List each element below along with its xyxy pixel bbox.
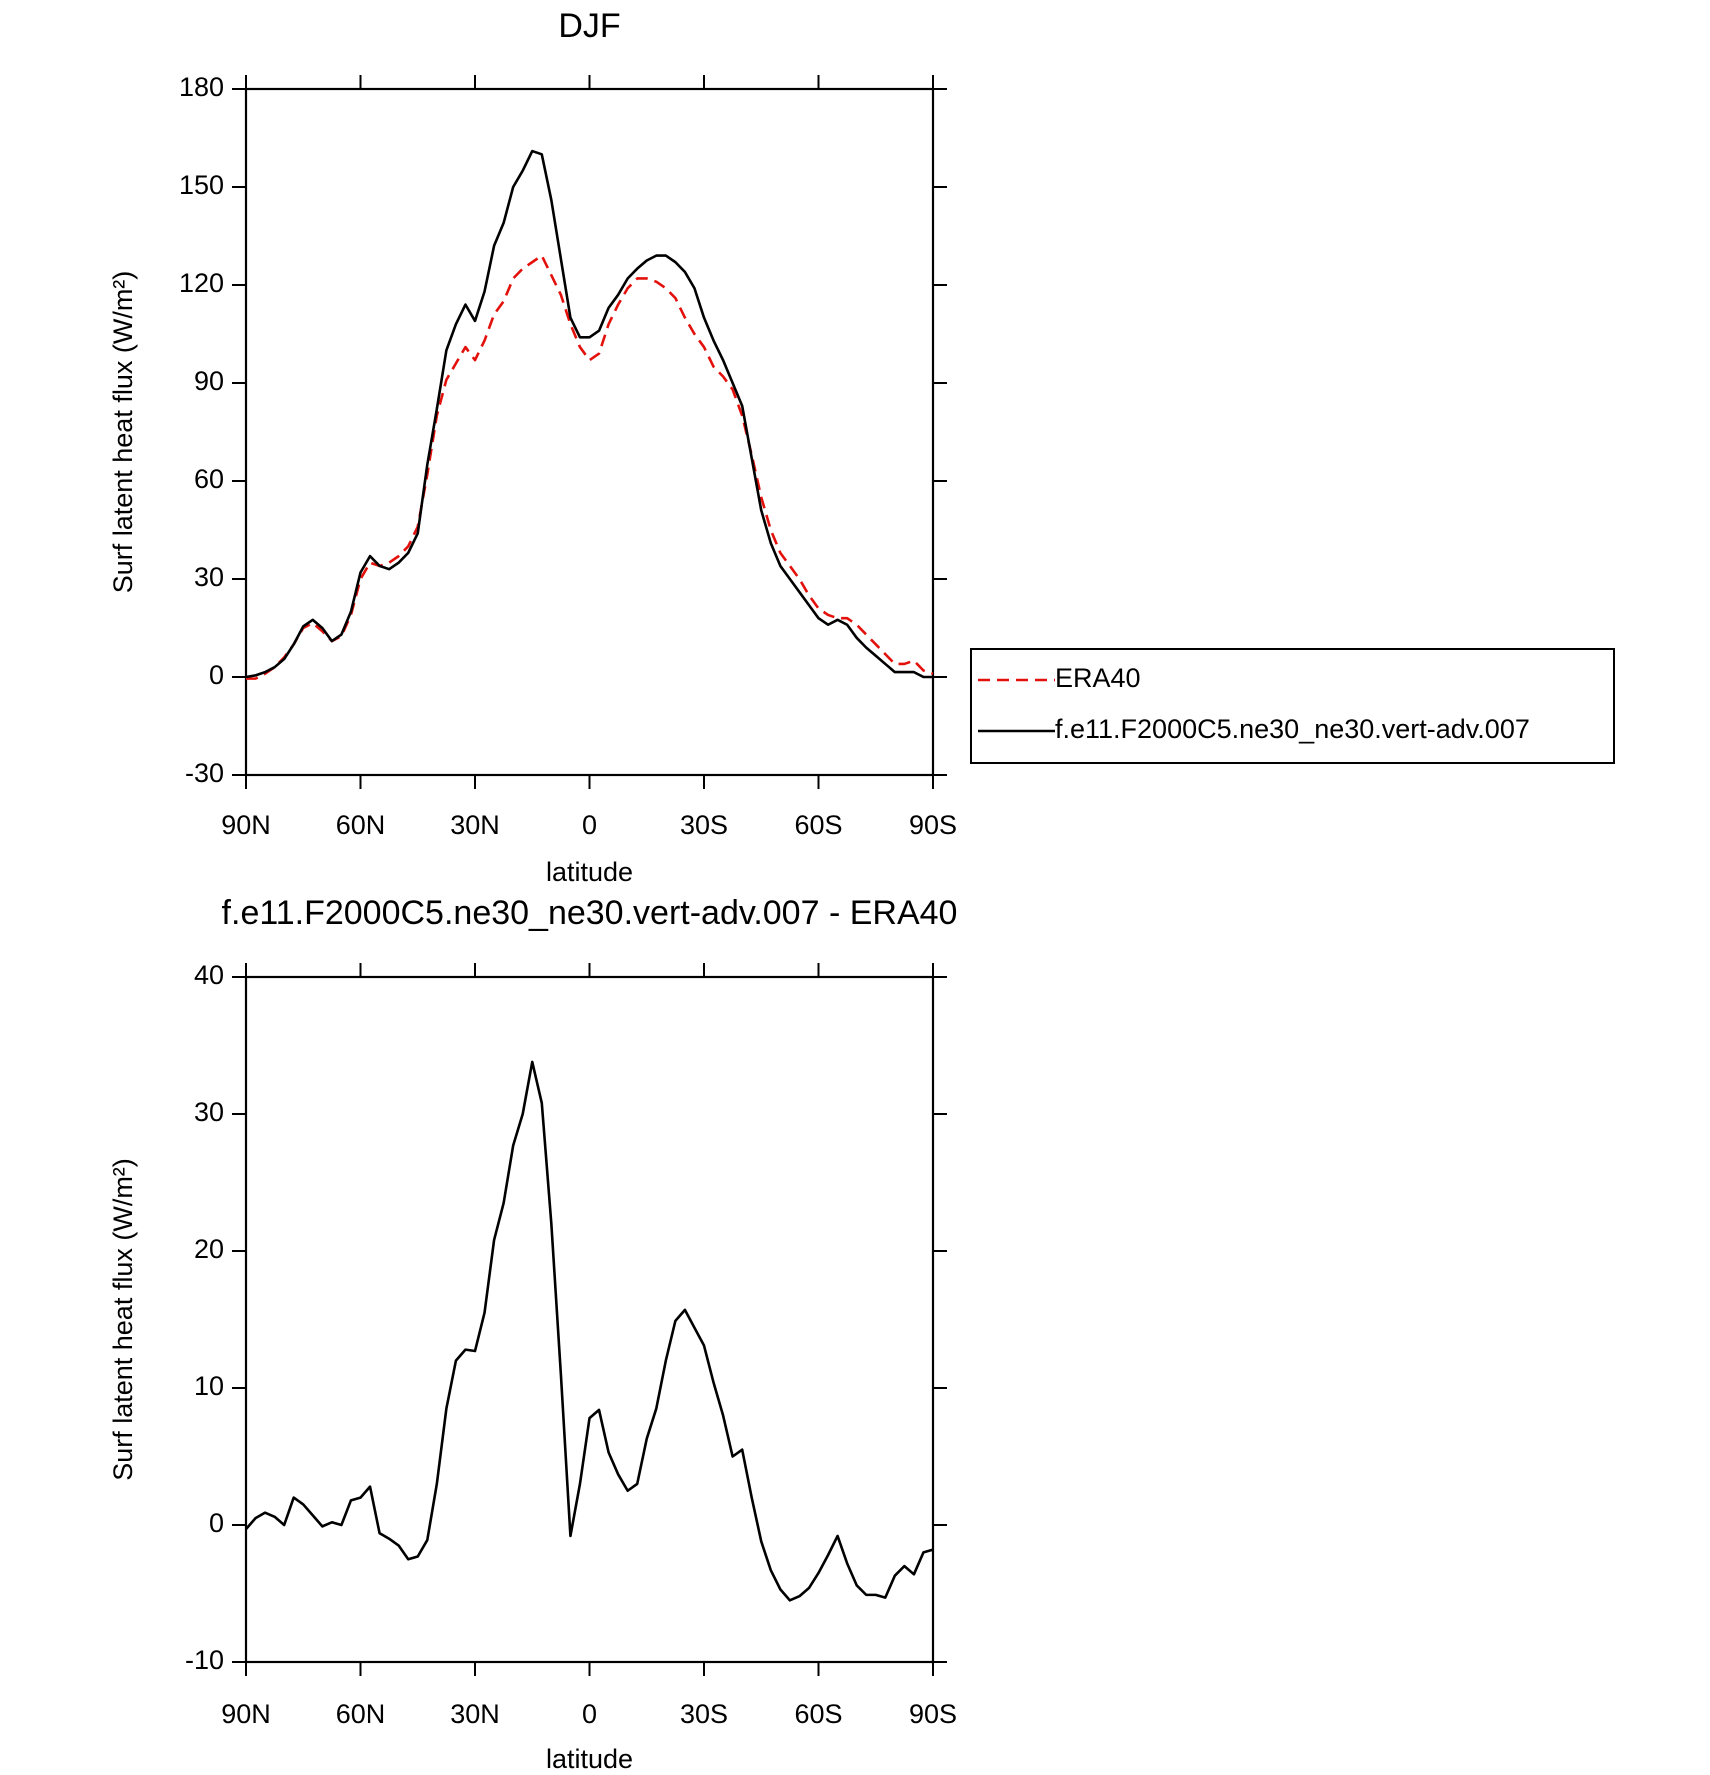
x-tick-label: 30S [680, 810, 728, 840]
x-tick-label: 60S [794, 810, 842, 840]
x-tick-label: 0 [582, 1699, 597, 1729]
y-tick-label: 10 [194, 1371, 224, 1401]
x-axis-label: latitude [546, 857, 633, 887]
x-tick-label: 30S [680, 1699, 728, 1729]
plot-frame [244, 975, 935, 1664]
x-tick-label: 60N [336, 810, 386, 840]
y-tick-label: -10 [185, 1645, 224, 1675]
y-tick-label: 60 [194, 464, 224, 494]
x-tick-label: 60N [336, 1699, 386, 1729]
legend-box [970, 648, 1615, 764]
y-tick-label: 180 [179, 72, 224, 102]
x-tick-label: 60S [794, 1699, 842, 1729]
x-tick-label: 90S [909, 1699, 957, 1729]
y-axis-label: Surf latent heat flux (W/m²) [108, 1158, 138, 1481]
data-line [245, 1060, 934, 1602]
chart-title: f.e11.F2000C5.ne30_ne30.vert-adv.007 - E… [222, 894, 958, 932]
y-tick-label: 40 [194, 960, 224, 990]
y-tick-label: 30 [194, 1097, 224, 1127]
y-axis-label: Surf latent heat flux (W/m²) [108, 271, 138, 594]
y-tick-label: 120 [179, 268, 224, 298]
y-tick-label: 0 [209, 1508, 224, 1538]
x-axis-label: latitude [546, 1744, 633, 1774]
x-tick-label: 0 [582, 810, 597, 840]
y-tick-label: 0 [209, 660, 224, 690]
y-tick-label: 90 [194, 366, 224, 396]
y-tick-label: 30 [194, 562, 224, 592]
chart-title: DJF [558, 7, 620, 45]
data-line [245, 149, 933, 679]
x-tick-label: 90N [221, 810, 271, 840]
y-tick-label: 150 [179, 170, 224, 200]
x-tick-label: 90N [221, 1699, 271, 1729]
legend-label: f.e11.F2000C5.ne30_ne30.vert-adv.007 [1055, 714, 1530, 744]
x-tick-label: 30N [450, 1699, 500, 1729]
legend-label: ERA40 [1055, 663, 1141, 693]
x-tick-label: 30N [450, 810, 500, 840]
x-tick-label: 90S [909, 810, 957, 840]
y-tick-label: -30 [185, 758, 224, 788]
y-tick-label: 20 [194, 1234, 224, 1264]
plot-frame [244, 87, 935, 777]
